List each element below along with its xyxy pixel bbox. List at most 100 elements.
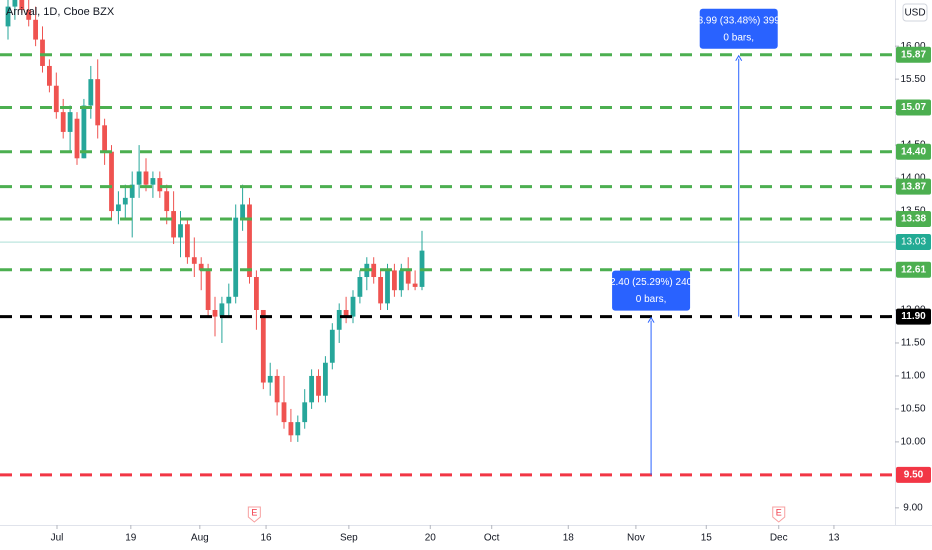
candle-body bbox=[81, 105, 87, 159]
candle-body bbox=[309, 375, 315, 403]
x-tick-label: Sep bbox=[340, 533, 358, 544]
measure-arrowhead bbox=[647, 316, 655, 323]
level-label: 15.87 bbox=[901, 49, 926, 60]
candle-body bbox=[122, 197, 128, 205]
y-tick-label: 14.00 bbox=[900, 173, 925, 184]
level-box bbox=[896, 178, 931, 195]
candle-body bbox=[392, 270, 397, 291]
candle-body bbox=[295, 422, 301, 436]
candle-body bbox=[281, 402, 287, 423]
candle-body bbox=[102, 125, 108, 152]
earnings-marker bbox=[772, 506, 786, 523]
candle-body bbox=[129, 184, 135, 198]
candle-body bbox=[323, 362, 328, 396]
level-box bbox=[896, 143, 931, 160]
candle-body bbox=[109, 151, 114, 212]
measure-arrowhead bbox=[735, 54, 743, 61]
candle-body bbox=[74, 118, 80, 159]
level-label: 12.61 bbox=[901, 264, 926, 275]
measure-bars: 0 bars, bbox=[636, 294, 667, 305]
measure-box bbox=[699, 8, 778, 49]
candle-body bbox=[226, 296, 232, 304]
marks bbox=[0, 0, 895, 477]
x-tick-label: Nov bbox=[627, 533, 645, 544]
candle-body bbox=[26, 9, 32, 20]
currency-label[interactable]: USD bbox=[904, 8, 925, 19]
candle-body bbox=[357, 277, 363, 297]
candle-body bbox=[316, 375, 321, 396]
x-tick-label: Oct bbox=[484, 533, 500, 544]
candle-body bbox=[150, 178, 156, 185]
candle-body bbox=[164, 191, 170, 212]
candle-body bbox=[371, 263, 377, 278]
earnings-marker bbox=[247, 506, 261, 523]
x-tick-label: 15 bbox=[701, 533, 713, 544]
currency-box[interactable] bbox=[902, 3, 928, 22]
candle-body bbox=[385, 270, 390, 304]
candle-body bbox=[247, 204, 252, 278]
level-box bbox=[896, 210, 931, 227]
level-label: 13.87 bbox=[901, 181, 926, 192]
chart-title: Arrival, 1D, Cboe BZX bbox=[6, 6, 115, 18]
level-label: 14.40 bbox=[901, 146, 926, 157]
y-tick-label: 10.00 bbox=[900, 437, 925, 448]
candle-body bbox=[5, 6, 11, 27]
y-tick-label: 11.50 bbox=[901, 338, 926, 349]
candle-body bbox=[412, 283, 418, 287]
candle-body bbox=[12, 0, 18, 7]
candle-body bbox=[212, 309, 218, 317]
candle-body bbox=[198, 263, 204, 271]
candle-body bbox=[240, 204, 246, 218]
measure-text: 3.99 (33.48%) 399 bbox=[698, 15, 781, 26]
candle-body bbox=[88, 79, 94, 106]
candle-body bbox=[33, 19, 39, 40]
candle-body bbox=[95, 79, 101, 126]
candle-body bbox=[185, 224, 190, 258]
earnings-label: E bbox=[251, 507, 257, 517]
level-box bbox=[896, 46, 931, 63]
candle-body bbox=[233, 217, 239, 297]
candle-body bbox=[171, 211, 177, 238]
y-tick-label: 16.00 bbox=[900, 41, 925, 52]
x-tick-label: Jul bbox=[51, 533, 64, 544]
level-label: 13.38 bbox=[901, 214, 926, 225]
x-tick-label: Dec bbox=[770, 533, 788, 544]
candle-body bbox=[288, 422, 294, 436]
level-box bbox=[896, 466, 931, 483]
y-tick-label: 15.50 bbox=[900, 74, 925, 85]
candle-body bbox=[67, 112, 73, 132]
x-tick-label: 20 bbox=[425, 533, 437, 544]
candle-body bbox=[205, 270, 211, 310]
candle-body bbox=[191, 257, 197, 264]
candle-body bbox=[40, 39, 45, 66]
level-box bbox=[896, 261, 931, 278]
candle-body bbox=[343, 309, 349, 317]
level-box bbox=[896, 99, 931, 116]
candle-body bbox=[60, 112, 66, 132]
measure-text: 2.40 (25.29%) 240 bbox=[610, 277, 693, 288]
candle-body bbox=[398, 270, 404, 291]
candle-body bbox=[405, 270, 411, 284]
candle-body bbox=[157, 178, 163, 192]
earnings-label: E bbox=[776, 507, 782, 517]
level-label: 9.50 bbox=[904, 470, 924, 481]
candle-body bbox=[47, 65, 52, 86]
candle-body bbox=[178, 224, 183, 238]
candle-body bbox=[336, 309, 342, 330]
candle-body bbox=[116, 204, 121, 212]
last-price-label: 13.03 bbox=[901, 237, 926, 248]
x-tick-label: 19 bbox=[125, 533, 137, 544]
y-tick-label: 10.50 bbox=[900, 404, 925, 415]
x-tick-label: Aug bbox=[191, 533, 209, 544]
candle-body bbox=[350, 296, 356, 317]
candle-body bbox=[274, 375, 280, 403]
candle-body bbox=[260, 309, 266, 383]
candle-body bbox=[19, 0, 25, 10]
candle-body bbox=[302, 402, 308, 423]
x-tick-label: 13 bbox=[828, 533, 840, 544]
measure-bars: 0 bars, bbox=[723, 32, 754, 43]
y-tick-label: 9.00 bbox=[903, 502, 923, 513]
candle-body bbox=[329, 329, 335, 363]
